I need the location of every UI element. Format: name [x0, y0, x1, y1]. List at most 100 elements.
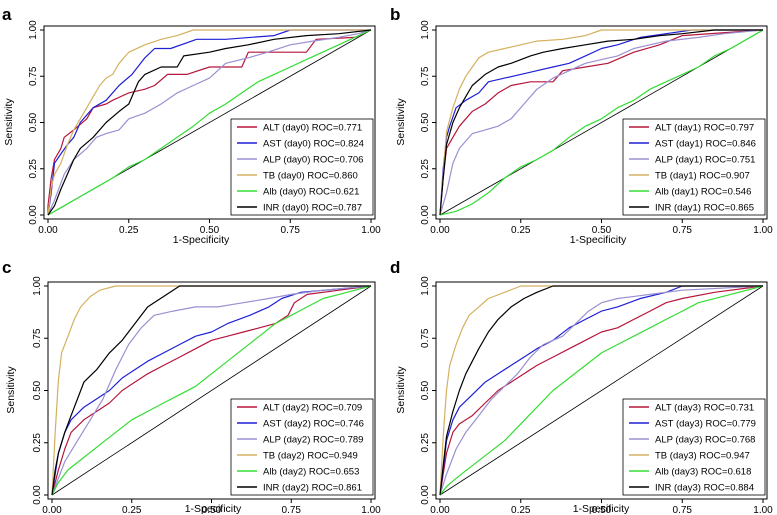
- panel-c: c 0.00 0.25 0.50 0.75 1.00 0.00 0.25 0.50 0.75 1.0…: [2, 258, 381, 515]
- y-tick-label: 1.00: [420, 20, 431, 40]
- legend-entry: ALP (day2) ROC=0.789: [263, 435, 363, 446]
- x-tick-label: 0.75: [282, 505, 302, 515]
- legend-box: [622, 118, 766, 216]
- x-tick-label: 1.00: [753, 225, 773, 236]
- x-tick-label: 1.00: [753, 505, 773, 515]
- legend-box: [230, 398, 374, 496]
- legend-entry: Alb (day2) ROC=0.653: [263, 467, 359, 478]
- panel-letter: c: [2, 258, 11, 277]
- x-tick-label: 0.00: [38, 225, 58, 236]
- y-tick-label: 0.00: [420, 205, 431, 225]
- legend-entry: AST (day2) ROC=0.746: [263, 419, 364, 430]
- roc-curve-inr: [439, 285, 763, 496]
- y-axis-label: Sensitivity: [5, 366, 17, 414]
- roc-curve-ast: [47, 29, 371, 216]
- y-tick-label: 0.25: [32, 433, 43, 453]
- x-axis-label: 1-Specificity: [185, 503, 242, 515]
- legend-entry: TB (day2) ROC=0.949: [263, 451, 358, 462]
- reference-diagonal: [439, 285, 764, 496]
- roc-curve-alp: [47, 29, 372, 216]
- legend-entry: ALP (day1) ROC=0.751: [655, 155, 755, 166]
- legend-entry: Alb (day1) ROC=0.546: [655, 187, 751, 198]
- x-tick-label: 0.50: [592, 225, 612, 236]
- panel-letter: a: [2, 5, 12, 24]
- legend-entry: ALT (day1) ROC=0.797: [655, 123, 754, 134]
- legend: ALT (day3) ROC=0.731 AST (day3) ROC=0.779…: [622, 398, 766, 496]
- x-tick-label: 0.25: [119, 225, 139, 236]
- roc-curve-alb: [439, 285, 764, 496]
- x-axis-label: 1-Specificity: [573, 503, 630, 515]
- roc-curve-inr: [439, 29, 763, 216]
- y-tick-label: 0.25: [28, 159, 39, 179]
- x-tick-label: 1.00: [361, 225, 381, 236]
- roc-curve-inr: [47, 29, 372, 216]
- y-tick-label: 0.75: [420, 328, 431, 348]
- legend-entry: TB (day3) ROC=0.947: [655, 451, 750, 462]
- roc-curve-tb: [439, 285, 763, 496]
- x-tick-label: 0.50: [202, 505, 222, 515]
- roc-curve-alp: [439, 285, 764, 496]
- x-tick-label: 0.25: [511, 505, 531, 515]
- roc-curve-alt: [439, 29, 764, 216]
- legend-entry: TB (day0) ROC=0.860: [263, 171, 358, 182]
- x-tick-label: 0.25: [122, 505, 142, 515]
- x-tick-label: 1.00: [361, 505, 381, 515]
- panel-a: a 0.00 0.25 0.50 0.75 1.00 0.00 0.25 0.50 0.75 1.0…: [2, 5, 381, 246]
- x-tick-label: 0.25: [511, 225, 531, 236]
- y-tick-label: 0.50: [32, 380, 43, 400]
- legend-entry: Alb (day3) ROC=0.618: [655, 467, 751, 478]
- y-axis-label: Sensitivity: [395, 366, 407, 414]
- y-tick-label: 0.00: [28, 205, 39, 225]
- legend-entry: ALP (day3) ROC=0.768: [655, 435, 755, 446]
- legend-box: [622, 398, 766, 496]
- x-tick-label: 0.00: [430, 225, 450, 236]
- legend-box: [230, 118, 374, 216]
- y-tick-label: 0.25: [420, 433, 431, 453]
- reference-diagonal: [439, 29, 764, 216]
- legend-entry: AST (day3) ROC=0.779: [655, 419, 756, 430]
- panel-d: d 0.00 0.25 0.50 0.75 1.00 0.00 0.25 0.50 0.75 1.0…: [390, 258, 773, 515]
- y-tick-label: 0.50: [420, 112, 431, 132]
- y-tick-label: 1.00: [420, 276, 431, 296]
- legend-entry: TB (day1) ROC=0.907: [655, 171, 750, 182]
- x-tick-label: 0.75: [673, 505, 693, 515]
- y-tick-label: 0.50: [28, 112, 39, 132]
- x-tick-label: 0.75: [281, 225, 301, 236]
- y-tick-label: 0.25: [420, 159, 431, 179]
- reference-diagonal: [51, 285, 372, 496]
- roc-curve-tb: [51, 285, 371, 496]
- x-axis-label: 1-Specificity: [570, 234, 627, 246]
- legend-entry: ALT (day2) ROC=0.709: [263, 403, 362, 414]
- legend-entry: INR (day0) ROC=0.787: [263, 203, 362, 214]
- legend-entry: INR (day1) ROC=0.865: [655, 203, 754, 214]
- panel-letter: b: [390, 5, 400, 24]
- legend-entry: AST (day1) ROC=0.846: [655, 139, 756, 150]
- y-axis-label: Sensitivity: [3, 98, 15, 146]
- y-tick-label: 0.75: [420, 66, 431, 86]
- y-tick-label: 0.75: [28, 66, 39, 86]
- roc-curve-alp: [439, 29, 764, 216]
- legend-entry: ALT (day3) ROC=0.731: [655, 403, 754, 414]
- panel-letter: d: [390, 258, 400, 277]
- legend-entry: INR (day3) ROC=0.884: [655, 483, 754, 494]
- y-tick-label: 0.00: [32, 485, 43, 505]
- x-axis-label: 1-Specificity: [173, 234, 230, 246]
- y-tick-label: 1.00: [32, 276, 43, 296]
- roc-curve-alb: [47, 29, 372, 216]
- legend-entry: AST (day0) ROC=0.824: [263, 139, 364, 150]
- legend: ALT (day2) ROC=0.709 AST (day2) ROC=0.746…: [230, 398, 374, 496]
- roc-curve-alt: [51, 285, 372, 496]
- y-tick-label: 0.75: [32, 328, 43, 348]
- legend: ALT (day0) ROC=0.771 AST (day0) ROC=0.824…: [230, 118, 374, 216]
- x-tick-label: 0.75: [673, 225, 693, 236]
- roc-curve-alp: [51, 285, 372, 496]
- x-tick-label: 0.00: [42, 505, 62, 515]
- roc-curve-inr: [51, 285, 371, 496]
- roc-curve-tb: [47, 29, 371, 216]
- y-tick-label: 0.00: [420, 485, 431, 505]
- legend-entry: ALT (day0) ROC=0.771: [263, 123, 362, 134]
- y-axis-label: Sensitivity: [395, 98, 407, 146]
- x-tick-label: 0.00: [430, 505, 450, 515]
- y-tick-label: 1.00: [28, 20, 39, 40]
